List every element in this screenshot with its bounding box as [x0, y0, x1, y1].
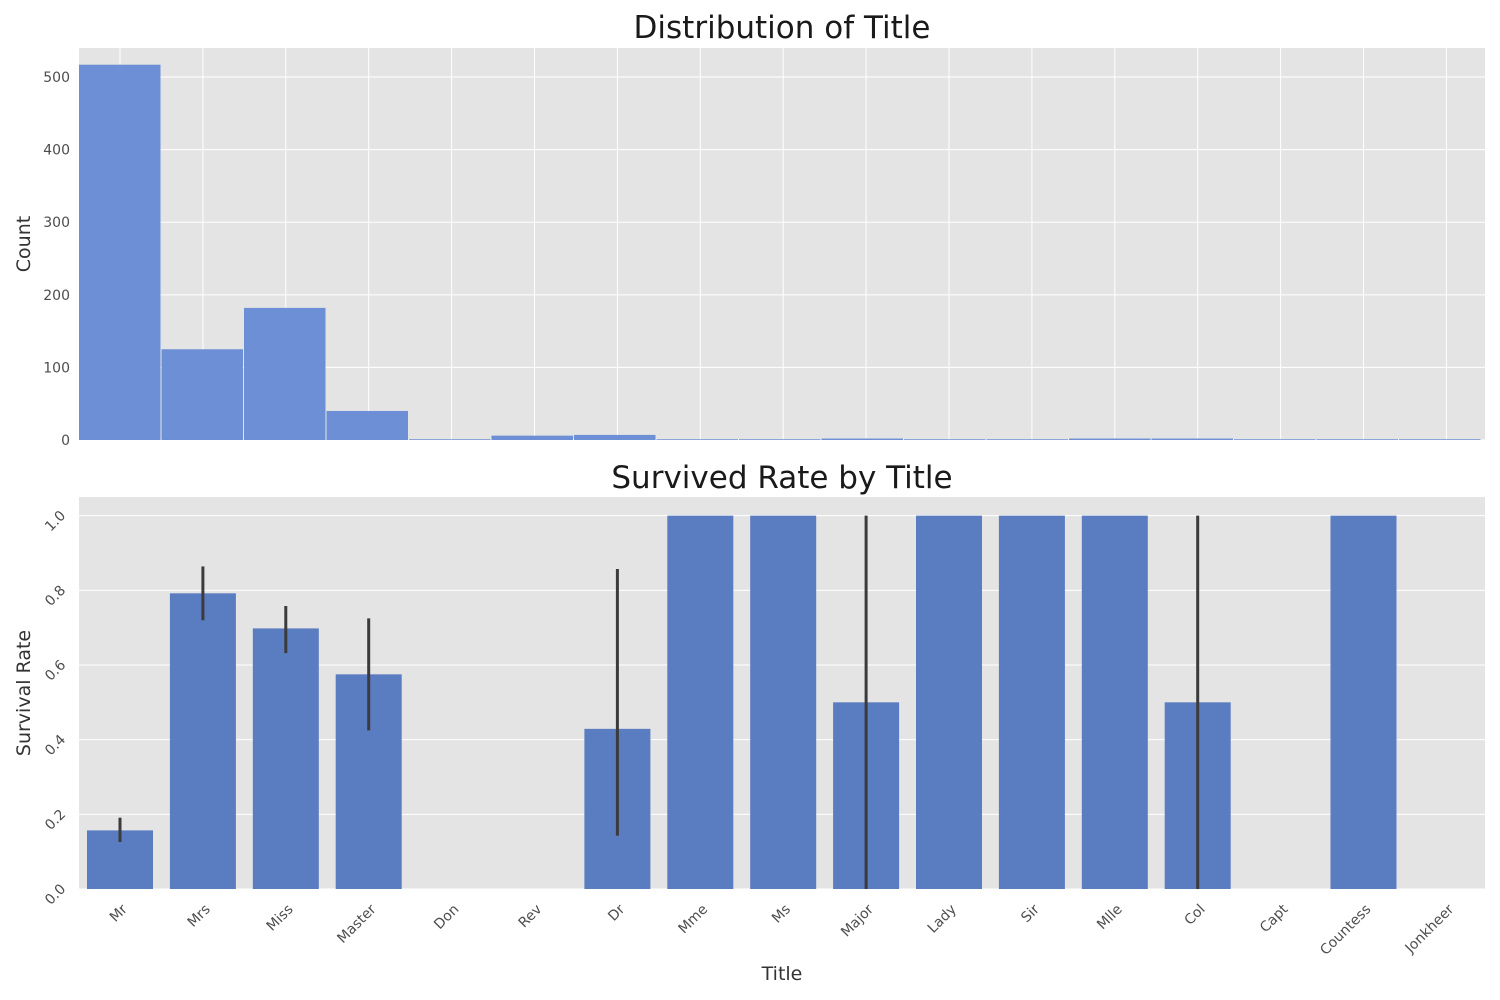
top-bar-lady: [904, 439, 986, 440]
top-chart-title: Distribution of Title: [634, 10, 931, 46]
survival-rate-chart: 0.0 0.2 0.4 0.6 0.8 1.0 Mr Mrs Miss Master Don Rev…: [13, 460, 1485, 985]
bottom-x-tick-label: Mlle: [1094, 902, 1125, 933]
bottom-y-tick-label: 0.2: [42, 807, 69, 834]
top-bar-col: [1151, 438, 1233, 440]
bottom-x-tick-label: Sir: [1018, 901, 1043, 926]
top-y-tick-label: 400: [43, 143, 70, 159]
bottom-bar-miss: [252, 628, 319, 889]
bottom-y-tick-label: 0.0: [42, 881, 69, 908]
bottom-x-tick-label: Dr: [605, 901, 628, 924]
bottom-x-tick-label: Jonkheer: [1402, 901, 1458, 957]
bottom-x-tick-label: Mr: [107, 901, 131, 925]
bottom-x-tick-label: Miss: [264, 902, 297, 935]
bottom-x-tick-label: Col: [1181, 902, 1208, 929]
top-bar-sir: [986, 439, 1068, 440]
bottom-bar-mrs: [169, 593, 236, 889]
top-bar-mme: [656, 439, 738, 440]
bottom-bar-mlle: [1081, 515, 1148, 889]
top-bar-master: [326, 410, 408, 440]
top-y-tick-label: 200: [43, 288, 70, 304]
top-bar-don: [409, 439, 491, 440]
top-y-tick-label: 500: [43, 70, 70, 86]
bottom-x-tick-label: Countess: [1317, 902, 1374, 959]
bottom-x-tick-label: Lady: [925, 902, 960, 937]
bottom-y-tick-label: 1.0: [42, 508, 69, 535]
top-bars: [79, 64, 1481, 441]
bottom-chart-title: Survived Rate by Title: [611, 460, 952, 496]
bottom-bar-ms: [750, 515, 817, 889]
bottom-y-tick-label: 0.8: [42, 583, 69, 610]
bottom-y-tick-labels: 0.0 0.2 0.4 0.6 0.8 1.0: [42, 508, 69, 908]
bottom-bars: [87, 515, 1397, 889]
top-bar-rev: [491, 435, 573, 440]
bottom-x-tick-label: Rev: [516, 902, 546, 932]
bottom-x-tick-label: Don: [431, 902, 462, 933]
top-bar-dr: [574, 434, 656, 440]
bottom-x-tick-label: Major: [838, 901, 877, 940]
bottom-x-tick-label: Master: [334, 901, 379, 946]
top-bar-jonkheer: [1399, 439, 1481, 440]
bottom-x-axis-label: Title: [761, 963, 803, 985]
bottom-x-tick-label: Mrs: [185, 902, 214, 931]
bottom-error-bars: [118, 515, 1200, 889]
bottom-bar-lady: [916, 515, 982, 889]
bottom-x-tick-label: Capt: [1257, 901, 1292, 936]
top-y-tick-label: 0: [61, 433, 70, 449]
top-bar-miss: [244, 307, 326, 440]
top-bar-major: [821, 438, 903, 440]
top-y-tick-label: 300: [43, 215, 70, 231]
bottom-x-tick-label: Mme: [676, 902, 712, 938]
bottom-x-tick-label: Ms: [769, 902, 794, 927]
top-bar-mrs: [161, 349, 243, 440]
title-distribution-chart: 0 100 200 300 400 500 Distribution of Title C…: [13, 10, 1485, 449]
bottom-bar-countess: [1330, 515, 1397, 889]
bottom-y-tick-label: 0.6: [42, 657, 69, 684]
top-bar-ms: [739, 439, 821, 440]
top-gridlines: [79, 48, 1485, 441]
top-y-tick-labels: 0 100 200 300 400 500: [43, 70, 70, 449]
bottom-y-axis-label: Survival Rate: [13, 630, 35, 756]
top-bar-countess: [1316, 439, 1398, 440]
bottom-x-tick-labels: Mr Mrs Miss Master Don Rev Dr Mme Ms Major Lady Sir…: [107, 901, 1458, 958]
top-bar-capt: [1234, 439, 1316, 440]
bottom-bar-sir: [998, 515, 1065, 889]
top-bar-mlle: [1069, 438, 1151, 440]
bottom-bar-mme: [667, 515, 734, 889]
bottom-y-tick-label: 0.4: [42, 732, 69, 759]
top-bar-mr: [79, 64, 161, 441]
top-y-tick-label: 100: [43, 360, 70, 376]
top-y-axis-label: Count: [13, 216, 35, 272]
